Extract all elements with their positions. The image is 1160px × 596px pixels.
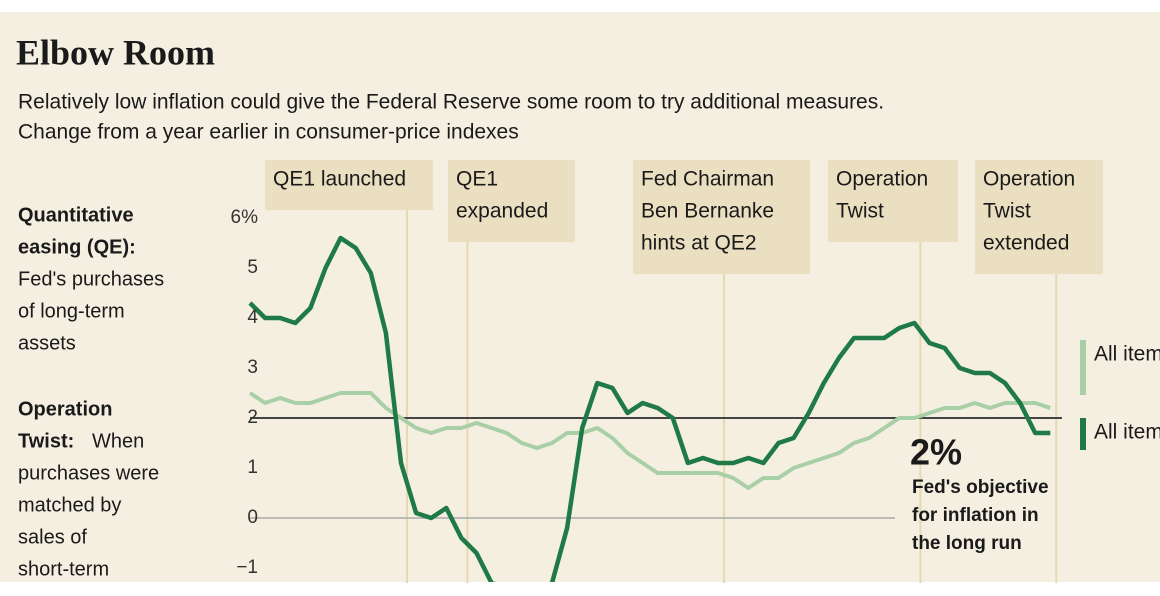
legend-label: All items — [1094, 421, 1160, 444]
y-tick-label: 2 — [247, 407, 258, 428]
note-body: short-term — [18, 558, 109, 580]
note-heading: Quantitative — [18, 204, 134, 226]
event-label: Ben Bernanke — [641, 200, 774, 223]
y-tick-label: −1 — [236, 557, 258, 578]
annotations: QE1 launched QE1 expanded Fed Chairman Ben B… — [265, 160, 1103, 583]
event-label: Fed Chairman — [641, 168, 774, 191]
chart-title: Elbow Room — [16, 32, 215, 72]
y-tick-label: 1 — [247, 457, 258, 478]
reference-note: Fed's objective — [912, 477, 1049, 498]
note-body: assets — [18, 332, 76, 354]
event-label: Twist — [983, 200, 1031, 223]
event-box — [975, 160, 1103, 274]
y-tick-label: 6% — [231, 207, 259, 228]
y-tick-label: 0 — [247, 507, 258, 528]
note-heading: Twist: — [18, 430, 74, 452]
note-heading: Operation — [18, 398, 112, 420]
event-box — [828, 160, 958, 242]
event-label: Operation — [983, 168, 1075, 191]
lines — [248, 235, 1051, 582]
labels: 6% 5 4 3 2 1 0 −1 2% Fed's objective for inflation… — [18, 204, 1160, 580]
event-box — [448, 160, 575, 242]
subtitle: Relatively low inflation could give the … — [18, 91, 884, 114]
reference-label: 2% — [910, 432, 962, 473]
note-body: matched by — [18, 494, 121, 516]
event-label: extended — [983, 232, 1069, 255]
y-tick-label: 3 — [247, 357, 258, 378]
reference-note: for inflation in — [912, 505, 1039, 526]
subtitle: Change from a year earlier in consumer-p… — [18, 121, 519, 144]
legend-swatch — [1080, 340, 1086, 395]
note-body: purchases were — [18, 462, 159, 484]
reference-note: the long run — [912, 533, 1022, 554]
legend-swatch — [1080, 418, 1086, 450]
series-line — [248, 235, 1051, 582]
y-tick-label: 5 — [247, 257, 258, 278]
event-label: Operation — [836, 168, 928, 191]
event-label: QE1 — [456, 168, 498, 191]
note-body: of long-term — [18, 300, 125, 322]
legend-label: All items less food and energy — [1094, 343, 1160, 366]
event-box — [265, 160, 433, 210]
grid — [250, 417, 1062, 519]
event-label: Twist — [836, 200, 884, 223]
event-label: QE1 launched — [273, 168, 406, 191]
background — [0, 12, 1160, 582]
note-heading: easing (QE): — [18, 236, 136, 258]
note-body: When — [92, 430, 144, 452]
note-body: sales of — [18, 526, 87, 548]
series-line — [248, 391, 1051, 490]
note-body: Fed's purchases — [18, 268, 164, 290]
event-box — [633, 160, 810, 274]
event-label: expanded — [456, 200, 548, 223]
y-tick-label: 4 — [247, 307, 258, 328]
event-label: hints at QE2 — [641, 232, 757, 255]
